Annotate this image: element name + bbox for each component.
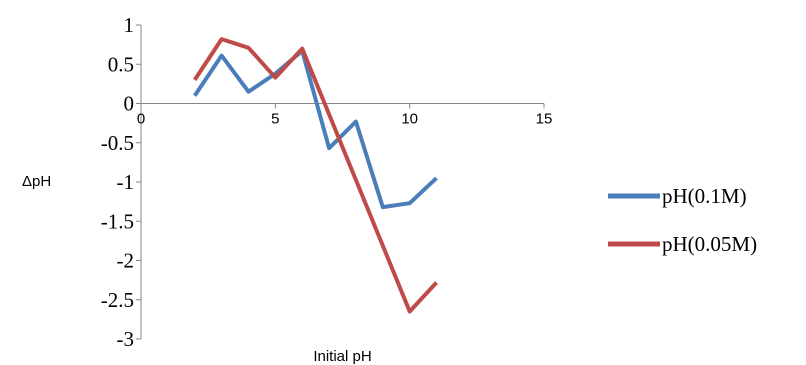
y-tick-label: -0.5 xyxy=(101,131,134,155)
axes xyxy=(136,24,545,340)
series-layer xyxy=(193,37,438,314)
legend-label: pH(0.1M) xyxy=(662,184,747,208)
tick-labels: 10.50-0.5-1-1.5-2-2.5-30 5 10 15 xyxy=(101,13,553,351)
y-tick-label: -2.5 xyxy=(101,288,134,312)
x-tick-label: 0 xyxy=(137,111,145,128)
y-tick-label: -2 xyxy=(117,249,135,273)
x-tick-label: 5 xyxy=(271,111,279,128)
y-tick-label: -3 xyxy=(117,327,135,351)
y-tick-label: -1.5 xyxy=(101,209,134,233)
series-line-1 xyxy=(193,48,438,210)
y-tick-label: 0 xyxy=(124,92,135,116)
x-tick-label: 15 xyxy=(536,111,553,128)
series-line-2 xyxy=(193,37,438,314)
legend: pH(0.1M) pH(0.05M) xyxy=(608,184,757,256)
y-tick-label: 1 xyxy=(124,13,135,37)
legend-label: pH(0.05M) xyxy=(662,232,757,256)
x-axis-title: Initial pH xyxy=(313,348,371,365)
x-tick-label: 10 xyxy=(401,111,418,128)
y-tick-label: -1 xyxy=(117,170,135,194)
y-axis-title: ΔpH xyxy=(22,173,51,190)
y-tick-label: 0.5 xyxy=(108,52,134,76)
